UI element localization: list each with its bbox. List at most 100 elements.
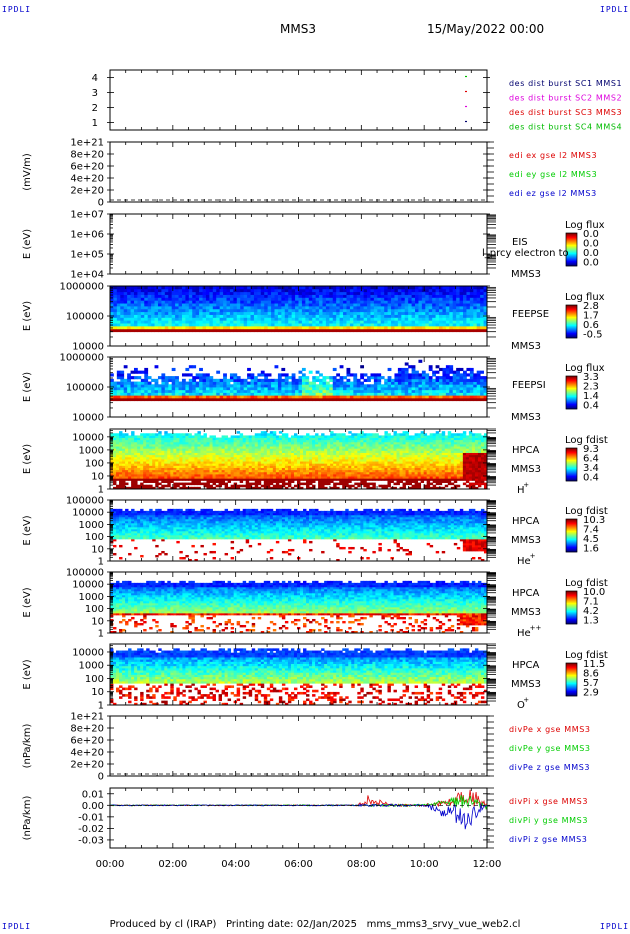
panel-hpca-h-cell	[134, 482, 138, 486]
panel-feepsi-ytick-label: 1000000	[59, 353, 104, 364]
panel-feepsi-cell	[449, 389, 454, 393]
panel-feepse-cell	[157, 286, 162, 290]
panel-feepse-cell	[415, 297, 419, 301]
panel-feepse-cell	[291, 303, 296, 307]
panel-feepsi-cell	[247, 381, 251, 385]
panel-feepse-cell	[367, 305, 371, 310]
panel-feepse-cell	[250, 314, 255, 318]
panel-hpca-h-cell	[131, 441, 135, 445]
panel-feepse-cell	[391, 300, 395, 304]
panel-feepsi-cell	[199, 381, 203, 385]
panel-hpca-h-cell	[275, 476, 280, 479]
panel-feepse-cell	[415, 325, 419, 330]
panel-hpca-h-cell	[239, 471, 244, 475]
panel-hpca-h-cell	[173, 471, 177, 475]
panel-feepse-cell	[164, 320, 169, 324]
panel-feepse-cell	[367, 297, 371, 301]
panel-hpca-h-cell	[185, 474, 189, 477]
panel-feepse-cell	[445, 303, 450, 307]
panel-feepsi-cell	[298, 387, 303, 391]
panel-feepsi-cell	[466, 387, 471, 391]
panel-feepse-cell	[298, 297, 303, 301]
panel-feepse-cell	[178, 314, 183, 318]
panel-feepse-cell	[216, 308, 221, 313]
panel-feepse-cell	[305, 320, 310, 324]
panel-feepse-cell	[154, 311, 159, 315]
panel-feepse-cell	[442, 294, 447, 298]
panel-hpca-h-cell	[284, 471, 289, 475]
panel-feepse-cell	[305, 328, 310, 333]
panel-feepse-cell	[130, 288, 135, 293]
panel-feepsi-cell	[349, 397, 354, 402]
panel-feepsi-cell	[161, 392, 166, 396]
panel-hpca-h-cell	[167, 482, 171, 486]
panel-feepsi-cell	[185, 392, 190, 396]
panel-feepse-cell	[363, 294, 368, 298]
panel-feepse-cell	[363, 308, 368, 313]
panel-feepsi-cell	[442, 395, 447, 399]
panel-feepsi-cell	[223, 387, 227, 391]
panel-feepsi-cell	[192, 381, 197, 385]
panel-hpca-h-cell	[215, 454, 219, 458]
panel-feepse-cell	[216, 288, 221, 293]
panel-hpca-h-cell	[239, 461, 244, 464]
panel-hpca-h-cell	[212, 465, 216, 468]
panel-feepse-cell	[202, 323, 207, 327]
panel-feepsi-cell	[415, 389, 419, 393]
panel-feepse-cell	[394, 286, 399, 290]
panel-feepsi-cell	[116, 392, 121, 396]
panel-feepsi-cell	[428, 365, 433, 369]
panel-feepse-cell	[329, 288, 334, 293]
panel-hpca-h-cell	[269, 452, 274, 456]
panel-hpca-h-cell	[158, 469, 162, 473]
panel-feepsi-cell	[353, 378, 358, 382]
panel-feepsi-cell	[445, 381, 450, 385]
panel-hpca-h-cell	[275, 463, 280, 466]
panel-feepse-cell	[144, 311, 149, 315]
panel-feepse-cell	[216, 314, 221, 318]
panel-feepse-cell	[343, 305, 347, 310]
panel-hpca-h-cell	[179, 474, 183, 477]
panel-feepse-cell	[188, 291, 193, 295]
panel-feepse-cell	[154, 308, 159, 313]
panel-feepse-cell	[291, 323, 296, 327]
panel-feepsi-cell	[459, 378, 464, 382]
panel-hpca-h-cell	[296, 459, 301, 462]
panel-feepse-cell	[404, 328, 409, 333]
panel-feepsi-cell	[397, 381, 402, 385]
panel-feepse-cell	[301, 317, 306, 321]
panel-feepsi-cell	[425, 378, 430, 382]
panel-eis-colorbar-swatch	[566, 234, 577, 236]
panel-feepse-cell	[209, 297, 214, 301]
panel-feepsi-cell	[343, 389, 347, 393]
panel-feepse-cell	[164, 325, 169, 330]
panel-feepse-cell	[271, 286, 275, 290]
panel-hpca-h-cell	[191, 435, 195, 438]
panel-hpca-h-cell	[173, 454, 177, 458]
panel-feepse-cell	[110, 291, 114, 295]
panel-feepse-cell	[380, 323, 385, 327]
panel-hpca-h-cell	[224, 478, 229, 481]
panel-feepse-cell	[178, 325, 183, 330]
panel-hpca-h-cell	[134, 463, 138, 466]
panel-feepsi-cell	[428, 367, 433, 372]
panel-feepse-cell	[133, 294, 138, 298]
panel-feepse-cell	[178, 305, 183, 310]
panel-feepsi-cell	[476, 384, 481, 388]
panel-feepsi-cell	[401, 378, 406, 382]
panel-feepse-cell	[397, 314, 402, 318]
panel-feepsi-cell	[325, 384, 330, 388]
panel-hpca-h-cell	[206, 454, 210, 458]
panel-feepsi-cell	[301, 387, 306, 391]
panel-feepse-cell	[178, 328, 183, 333]
panel-feepsi-cell	[253, 381, 258, 385]
panel-hpca-h-cell	[206, 467, 210, 471]
panel-feepse-cell	[415, 328, 419, 333]
panel-hpca-h-cell	[191, 465, 195, 468]
panel-feepsi-cell	[130, 392, 135, 396]
panel-feepse-cell	[205, 320, 210, 324]
panel-feepse-cell	[428, 303, 433, 307]
panel-feepsi-cell	[363, 373, 368, 377]
panel-feepse-cell	[137, 291, 142, 295]
panel-feepsi-cell	[236, 389, 241, 393]
